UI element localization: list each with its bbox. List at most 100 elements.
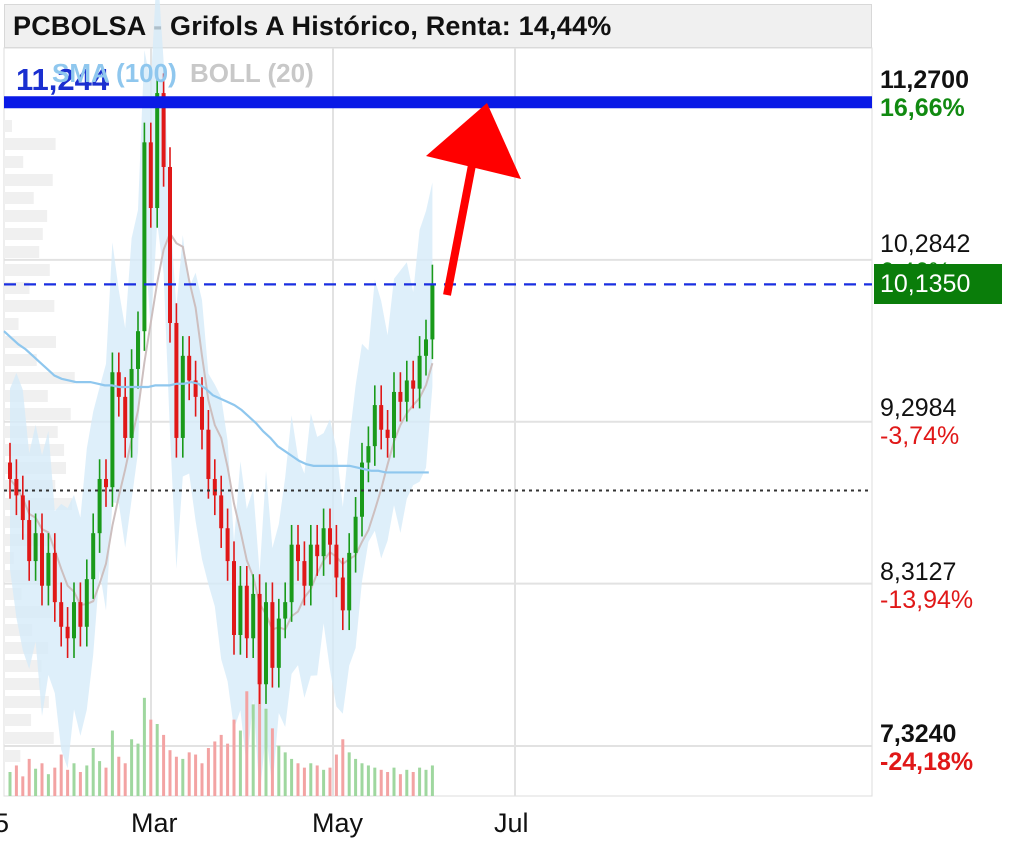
volume-profile-bar [4, 120, 12, 132]
candle-body [78, 602, 83, 627]
volume-bar [34, 768, 38, 796]
volume-bar [373, 767, 377, 796]
volume-profile-bar [4, 318, 19, 330]
volume-profile-bar [4, 732, 54, 744]
legend-sma[interactable]: SMA (100) [52, 58, 177, 88]
volume-profile-bar [4, 300, 55, 312]
current-price-badge: 10,1350 [874, 264, 1002, 304]
candle-body [430, 284, 435, 340]
candle-body [33, 533, 38, 562]
candle-body [46, 552, 51, 586]
candle-body [142, 142, 147, 332]
volume-bar [117, 756, 121, 796]
volume-profile-bar [4, 246, 40, 258]
candle-body [392, 391, 396, 438]
volume-profile-bar [4, 336, 56, 348]
chart-title-bar: PCBOLSA - Grifols A Histórico, Renta: 14… [4, 4, 872, 48]
volume-bar [379, 769, 383, 796]
candle-body [328, 528, 332, 545]
x-tick-label: Mar [131, 808, 178, 838]
volume-bar [347, 752, 351, 796]
volume-bar [72, 763, 76, 796]
volume-bar [194, 754, 198, 796]
indicator-legend[interactable]: SMA (100) BOLL (20) [52, 58, 314, 89]
volume-bar [283, 752, 287, 796]
volume-profile-bar [4, 660, 42, 672]
volume-bar [430, 765, 434, 796]
volume-bar [315, 765, 319, 796]
candle-body [52, 552, 57, 603]
candle-body [251, 593, 256, 639]
volume-bar [53, 767, 57, 796]
volume-bar [334, 754, 338, 796]
candle-body [116, 372, 121, 397]
candle-body [72, 602, 76, 639]
volume-bar [411, 772, 415, 796]
candle-body [212, 478, 217, 496]
volume-bar [46, 774, 50, 796]
candle-body [257, 593, 262, 685]
volume-bar [238, 730, 242, 796]
volume-profile-bar [4, 372, 75, 384]
candle-body [123, 396, 128, 438]
volume-bar [59, 754, 63, 796]
y-axis-price-label: 10,2842 [880, 230, 971, 258]
volume-bar [206, 748, 210, 796]
candle-body [168, 166, 172, 323]
arrow-head [426, 103, 521, 179]
candle-body [84, 579, 89, 627]
volume-profile-bar [4, 678, 41, 690]
volume-bar [168, 750, 172, 796]
candle-body [174, 322, 179, 438]
volume-bar [392, 767, 396, 796]
candle-body [104, 478, 108, 488]
volume-profile-bar [4, 714, 32, 726]
candle-body [65, 626, 70, 639]
x-tick-label: 5 [0, 808, 10, 838]
chart-title: PCBOLSA - Grifols A Histórico, Renta: 14… [13, 11, 612, 41]
volume-bar [386, 772, 390, 796]
candle-body [334, 544, 339, 578]
volume-bar [277, 745, 281, 796]
candle-body [148, 142, 153, 209]
reference-line-label: 11,244 [16, 62, 110, 97]
x-tick-label: May [312, 808, 364, 838]
volume-profile-bar [4, 354, 37, 366]
candle-body [411, 380, 416, 389]
candle-body [20, 495, 25, 521]
candle-body [180, 355, 185, 438]
candle-body [379, 405, 384, 430]
candle-body [193, 380, 198, 397]
candle-body [321, 528, 326, 557]
candle-body [283, 602, 288, 619]
volume-bar [270, 728, 274, 796]
candle-body [8, 462, 12, 479]
candle-body [219, 495, 224, 529]
sma-line [3, 330, 429, 474]
candle-body [14, 478, 19, 496]
candle-body [161, 93, 166, 167]
candle-body [40, 533, 44, 586]
candle-body [315, 544, 320, 557]
volume-bar [360, 763, 364, 796]
y-axis-pct-label: -3,74% [880, 422, 960, 450]
candle-body [372, 405, 377, 447]
candle-body [385, 429, 390, 438]
volume-profile-bar [4, 174, 53, 186]
candle-body [187, 355, 192, 381]
volume-profile-bar [4, 552, 14, 564]
volume-bar [328, 767, 332, 796]
candle-body [366, 446, 371, 463]
volume-bar [398, 774, 402, 796]
candle-body [97, 478, 102, 534]
y-axis-pct-label: -24,18% [880, 748, 974, 776]
volume-bar [309, 763, 313, 796]
legend-boll[interactable]: BOLL (20) [189, 58, 314, 88]
volume-profile-bar [4, 228, 43, 240]
volume-bar [40, 763, 44, 796]
volume-bar [341, 739, 345, 796]
volume-bar [21, 776, 25, 796]
candle-body [206, 429, 211, 479]
candle-body [110, 372, 115, 488]
